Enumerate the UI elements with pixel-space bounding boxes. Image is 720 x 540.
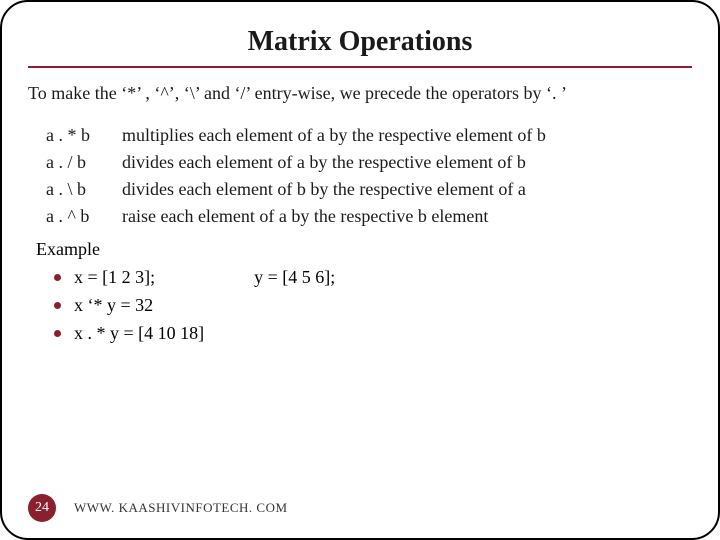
- title-underline: [28, 66, 692, 68]
- list-item: x ‘* y = 32: [54, 292, 692, 320]
- table-row: a . * b multiplies each element of a by …: [46, 125, 692, 146]
- op-code: a . / b: [46, 152, 122, 173]
- op-desc: divides each element of b by the respect…: [122, 179, 526, 200]
- slide: Matrix Operations To make the ‘*’ , ‘^’,…: [2, 2, 718, 538]
- table-row: a . ^ b raise each element of a by the r…: [46, 206, 692, 227]
- list-item: x = [1 2 3]; y = [4 5 6];: [54, 264, 692, 292]
- footer-url: WWW. KAASHIVINFOTECH. COM: [74, 500, 288, 516]
- example-list: x = [1 2 3]; y = [4 5 6]; x ‘* y = 32 x …: [54, 264, 692, 348]
- example-x-def: x = [1 2 3];: [74, 267, 155, 287]
- op-code: a . * b: [46, 125, 122, 146]
- op-desc: raise each element of a by the respectiv…: [122, 206, 488, 227]
- table-row: a . \ b divides each element of b by the…: [46, 179, 692, 200]
- op-code: a . \ b: [46, 179, 122, 200]
- operations-table: a . * b multiplies each element of a by …: [46, 125, 692, 227]
- list-item: x . * y = [4 10 18]: [54, 320, 692, 348]
- page-title: Matrix Operations: [28, 26, 692, 58]
- footer: 24 WWW. KAASHIVINFOTECH. COM: [28, 494, 288, 522]
- page-number-badge: 24: [28, 494, 56, 522]
- op-desc: multiplies each element of a by the resp…: [122, 125, 546, 146]
- table-row: a . / b divides each element of a by the…: [46, 152, 692, 173]
- op-desc: divides each element of a by the respect…: [122, 152, 526, 173]
- intro-text: To make the ‘*’ , ‘^’, ‘\’ and ‘/’ entry…: [28, 82, 692, 105]
- op-code: a . ^ b: [46, 206, 122, 227]
- example-heading: Example: [36, 239, 692, 260]
- example-y-def: y = [4 5 6];: [254, 267, 335, 287]
